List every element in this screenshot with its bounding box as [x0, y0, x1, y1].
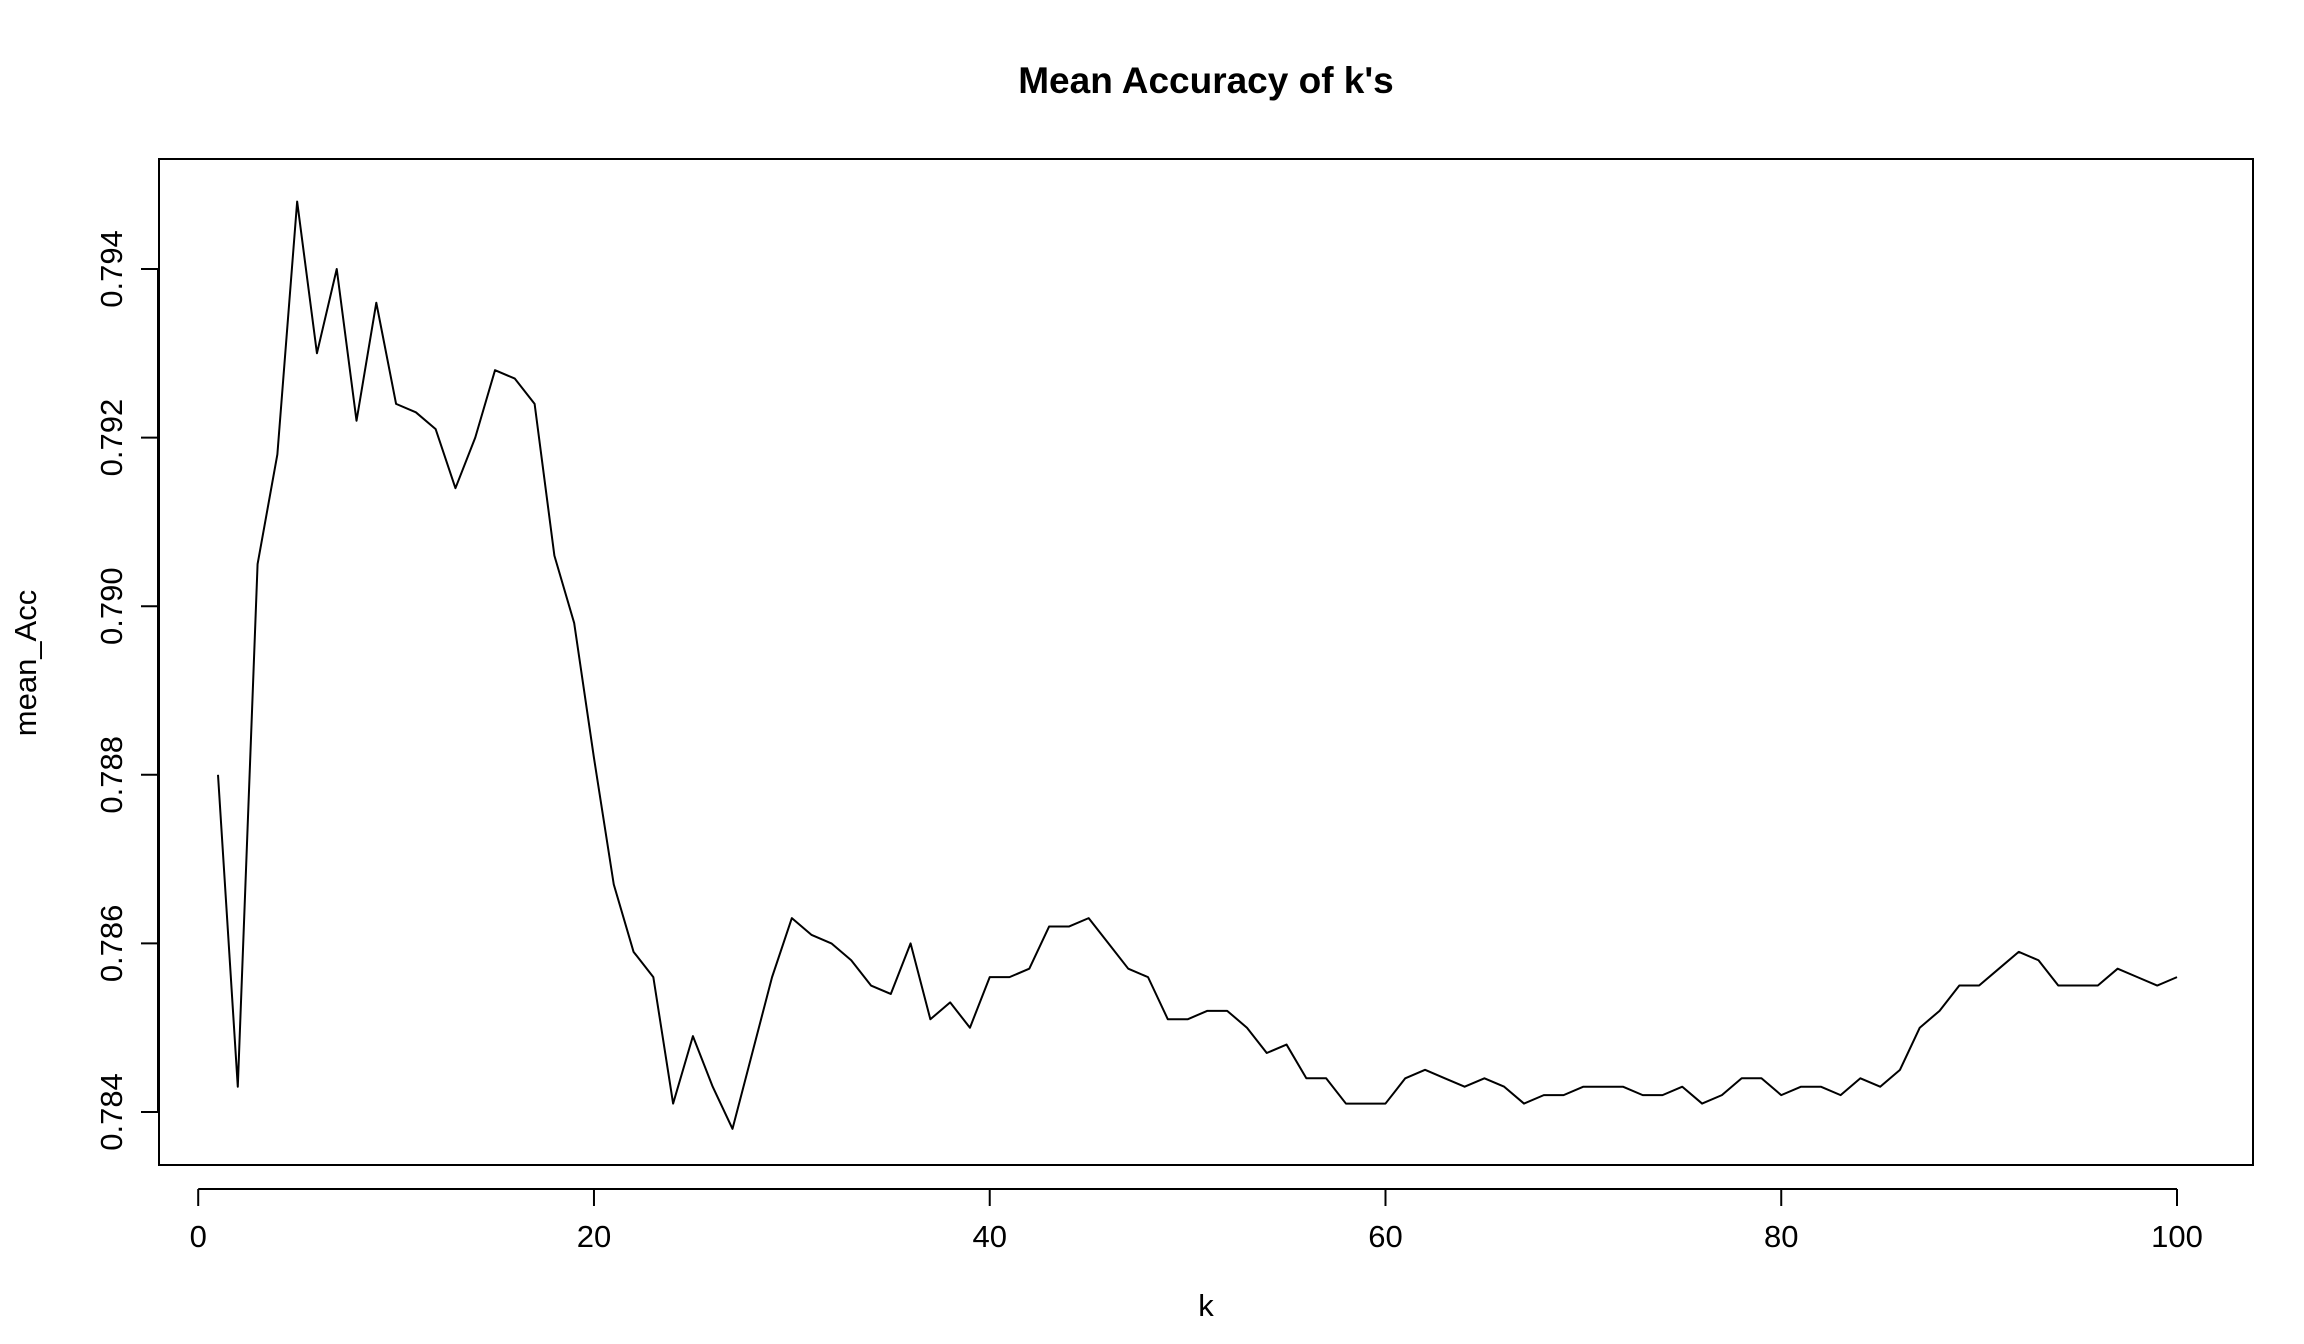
- x-axis: 0 20 40 60 80 100: [190, 1188, 2203, 1254]
- x-tick-label: 20: [577, 1219, 611, 1254]
- y-axis-label: mean_Acc: [8, 590, 43, 736]
- y-tick-label: 0.786: [94, 905, 129, 983]
- y-tick-label: 0.790: [94, 567, 129, 645]
- x-tick-label: 40: [972, 1219, 1006, 1254]
- series-layer: [217, 200, 2178, 1130]
- series-line: [217, 200, 2178, 1130]
- x-tick-label: 0: [190, 1219, 207, 1254]
- y-tick-label: 0.788: [94, 736, 129, 814]
- y-axis: 0.784 0.786 0.788 0.790 0.792 0.794: [94, 230, 159, 1151]
- y-tick-label: 0.794: [94, 230, 129, 308]
- x-tick-label: 80: [1764, 1219, 1798, 1254]
- x-axis-label: k: [1198, 1288, 1214, 1323]
- y-tick-label: 0.792: [94, 399, 129, 477]
- x-tick-label: 60: [1368, 1219, 1402, 1254]
- chart-title: Mean Accuracy of k's: [1018, 60, 1394, 101]
- x-tick-label: 100: [2151, 1219, 2203, 1254]
- y-tick-label: 0.784: [94, 1073, 129, 1151]
